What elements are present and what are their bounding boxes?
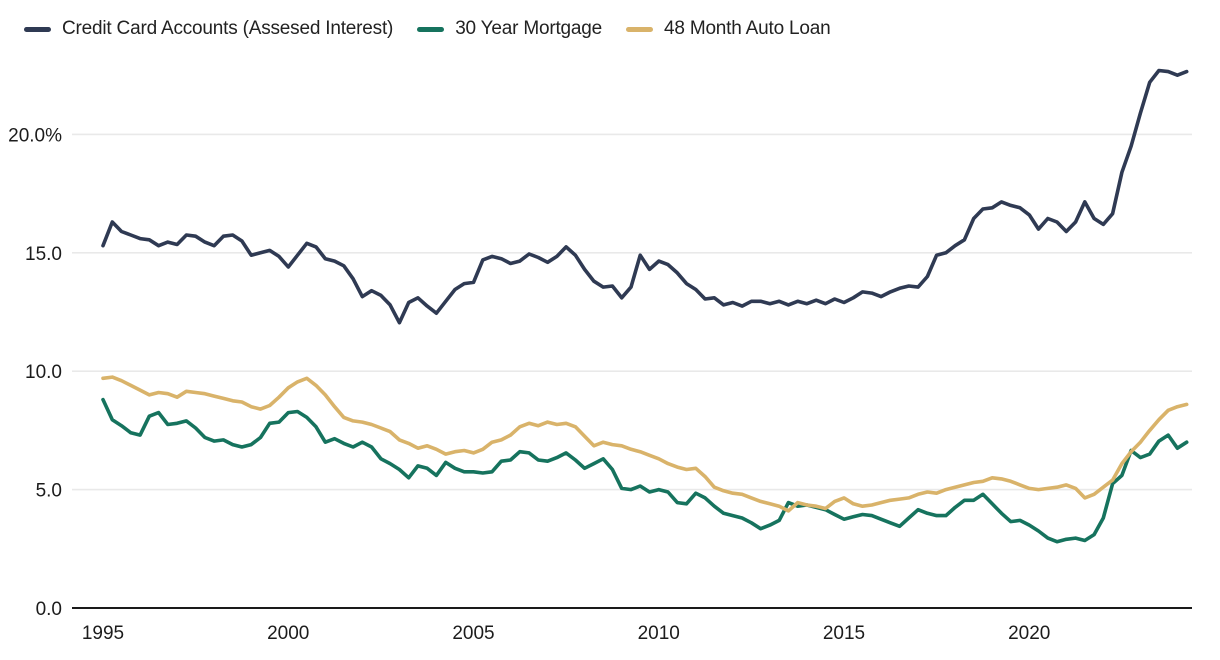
y-axis-tick-label: 15.0 <box>25 244 62 265</box>
legend-item-credit-card-accounts: Credit Card Accounts (Assesed Interest) <box>24 18 393 40</box>
x-axis-tick-label: 2000 <box>267 623 309 644</box>
y-axis-tick-label: 0.0 <box>36 599 62 620</box>
legend-swatch-credit-card-accounts <box>24 26 51 32</box>
series-line-30-year-mortgage <box>101 397 1189 544</box>
legend-swatch-48-month-auto-loan <box>626 26 653 32</box>
legend: Credit Card Accounts (Assesed Interest) … <box>24 18 831 40</box>
legend-item-48-month-auto-loan: 48 Month Auto Loan <box>626 18 831 40</box>
legend-label-30-year-mortgage: 30 Year Mortgage <box>455 18 602 39</box>
x-axis-tick-label: 1995 <box>82 623 124 644</box>
x-axis-tick-label: 2020 <box>1008 623 1050 644</box>
series-line-48-month-auto-loan <box>101 375 1189 513</box>
legend-label-credit-card-accounts: Credit Card Accounts (Assesed Interest) <box>62 18 394 39</box>
x-axis-tick-label: 2015 <box>823 623 865 644</box>
y-axis-tick-label: 10.0 <box>25 362 62 383</box>
x-axis-tick-label: 2005 <box>452 623 494 644</box>
y-axis-tick-label: 20.0% <box>8 125 62 146</box>
legend-label-48-month-auto-loan: 48 Month Auto Loan <box>664 18 831 39</box>
y-axis-tick-label: 5.0 <box>36 481 62 502</box>
legend-swatch-30-year-mortgage <box>417 26 445 32</box>
series-line-credit-card-accounts-assesed-interest <box>101 68 1189 325</box>
legend-item-30-year-mortgage: 30 Year Mortgage <box>417 18 602 40</box>
x-axis-tick-label: 2010 <box>638 623 680 644</box>
